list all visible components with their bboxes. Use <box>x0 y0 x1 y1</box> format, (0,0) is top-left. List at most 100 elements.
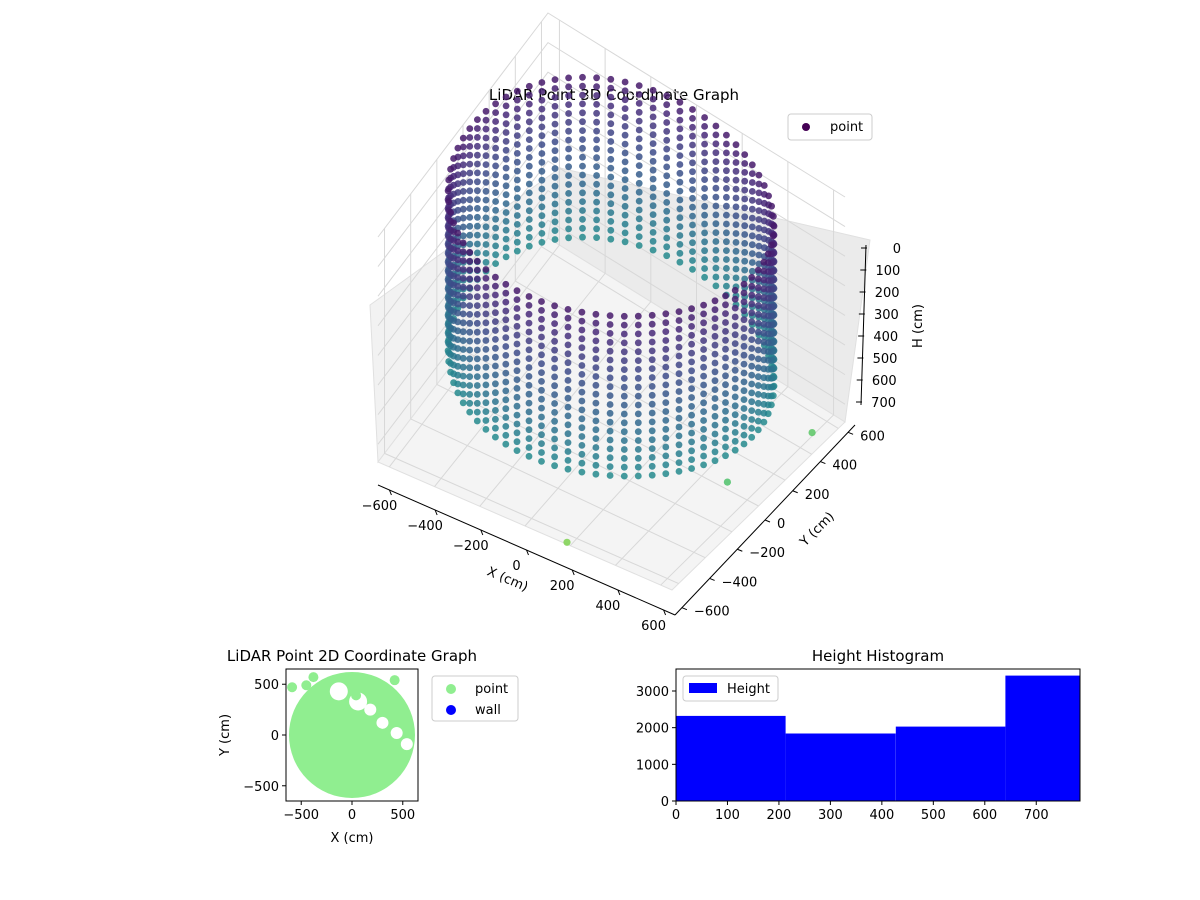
wall-point-1199 <box>551 320 558 327</box>
wall-point-968 <box>740 440 748 448</box>
x-tick-label-hist-3: 300 <box>818 808 843 823</box>
wall-point-551 <box>450 155 457 162</box>
wall-point-313 <box>712 202 720 210</box>
wall-point-927 <box>748 407 756 414</box>
wall-point-245 <box>689 257 696 264</box>
ticks-histogram: 0 100 200 300 400 500 600 700 0 1000 2000 3000 <box>636 685 1049 823</box>
wall-point-189 <box>538 238 546 246</box>
wall-point-964 <box>740 405 748 412</box>
wall-point-1152 <box>688 411 695 419</box>
wall-point-276 <box>701 202 708 210</box>
y-tick-label-hist-1: 1000 <box>636 758 669 773</box>
wall-point-928 <box>748 416 756 423</box>
wall-point-100 <box>565 118 572 126</box>
wall-point-956 <box>740 334 748 341</box>
wall-point-1014 <box>492 336 499 343</box>
wall-point-102 <box>565 136 572 144</box>
wall-point-1215 <box>551 462 558 470</box>
wall-point-293 <box>502 164 510 172</box>
wall-point-24 <box>593 118 600 126</box>
x-tick-label-hist-1: 100 <box>715 808 740 823</box>
wall-point-1082 <box>711 457 719 465</box>
wall-point-1010 <box>492 300 499 308</box>
wall-point-911 <box>466 408 474 416</box>
wall-point-1151 <box>688 403 695 410</box>
wall-point-1095 <box>513 393 521 401</box>
wall-point-234 <box>689 159 696 167</box>
wall-point-1327 <box>592 453 600 460</box>
wall-point-850 <box>760 383 768 390</box>
wall-point-373 <box>482 214 490 222</box>
wall-point-442 <box>466 169 474 177</box>
wall-point-915 <box>748 300 756 308</box>
wall-point-1318 <box>592 373 600 380</box>
wall-point-1096 <box>513 402 521 410</box>
wall-point-461 <box>748 205 756 213</box>
wall-point-1253 <box>564 465 572 473</box>
wall-point-1227 <box>662 408 670 415</box>
point-2d-4 <box>389 675 400 686</box>
z-tick-label-3d-5: 500 <box>873 352 898 367</box>
wall-point-1165 <box>538 351 545 359</box>
wall-point-19 <box>593 74 600 82</box>
wall-point-1027 <box>722 301 729 309</box>
wall-point-138 <box>551 120 559 128</box>
wall-point-1177 <box>538 458 545 465</box>
wall-point-364 <box>482 134 490 142</box>
wall-point-869 <box>459 363 467 371</box>
wall-point-499 <box>755 216 763 223</box>
wall-point-991 <box>731 313 739 321</box>
wall-point-1133 <box>525 399 533 407</box>
wall-point-217 <box>525 154 533 161</box>
wall-point-418 <box>741 151 749 159</box>
wall-point-1070 <box>711 350 719 358</box>
chart-3d: LiDAR Point 3D Coordinate Graph −600 −400… <box>362 12 926 634</box>
wall-point-1348 <box>620 472 628 480</box>
wall-point-317 <box>712 238 720 245</box>
wall-point-1088 <box>513 331 521 339</box>
wall-point-988 <box>731 286 739 294</box>
wall-point-1267 <box>648 427 656 435</box>
wall-point-1126 <box>525 337 533 345</box>
wall-point-75 <box>579 233 586 241</box>
wall-point-97 <box>565 92 572 100</box>
wall-point-972 <box>482 292 490 300</box>
wall-point-456 <box>748 161 756 169</box>
wall-point-394 <box>732 265 740 273</box>
wall-point-1291 <box>578 468 586 476</box>
wall-point-180 <box>538 159 546 166</box>
wall-point-212 <box>525 109 533 117</box>
wall-point-908 <box>466 382 474 389</box>
wall-point-407 <box>474 187 481 195</box>
wall-point-485 <box>459 223 467 231</box>
wall-point-798 <box>764 250 772 258</box>
x-tick-3d-1 <box>434 509 438 516</box>
wall-point-272 <box>701 167 708 175</box>
wall-point-238 <box>689 194 696 202</box>
wall-point-1187 <box>675 388 683 395</box>
wall-point-292 <box>502 155 510 163</box>
wall-point-1000 <box>731 393 739 401</box>
wall-point-53 <box>621 211 629 219</box>
wall-point-823 <box>454 282 462 290</box>
wall-point-209 <box>525 82 533 90</box>
wall-point-28 <box>593 154 600 162</box>
wall-point-409 <box>474 205 481 212</box>
wall-point-937 <box>473 311 481 318</box>
wall-point-355 <box>723 247 730 255</box>
wall-point-993 <box>731 331 739 339</box>
wall-point-1135 <box>525 417 533 425</box>
wall-point-381 <box>732 150 740 158</box>
wall-point-59 <box>579 91 586 99</box>
wall-point-41 <box>621 105 629 112</box>
wall-point-281 <box>701 247 708 255</box>
wall-point-1195 <box>675 459 683 466</box>
legend-2d-point-label: point <box>475 682 508 697</box>
wall-point-532 <box>760 182 768 189</box>
wall-point-1018 <box>492 371 499 379</box>
wall-point-130 <box>649 229 657 236</box>
wall-point-1272 <box>648 471 656 479</box>
wall-point-250 <box>513 114 521 122</box>
wall-point-870 <box>459 372 467 380</box>
wall-point-154 <box>663 110 671 117</box>
